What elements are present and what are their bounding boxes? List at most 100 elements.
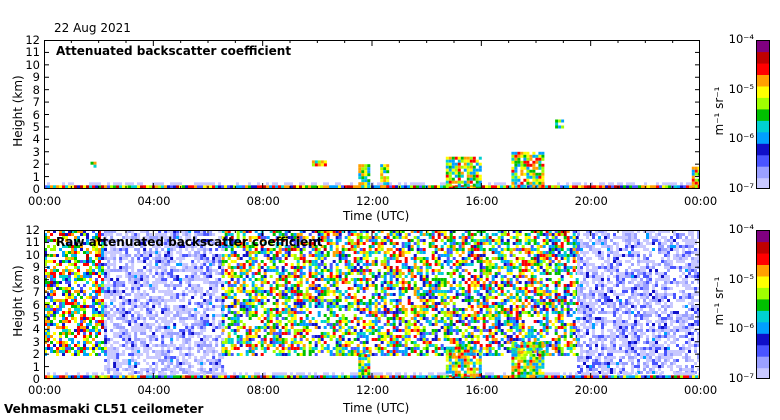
colorbar-tick-label: 10⁻⁷ [728, 181, 754, 195]
y-tick-label: 12 [25, 223, 40, 237]
y-tick-label: 1 [32, 359, 40, 374]
heatmap-feature-cloud [358, 354, 371, 379]
colorbar-swatch [756, 120, 770, 133]
colorbar-swatch [756, 264, 770, 277]
heatmap-feature-cloud [555, 119, 565, 129]
colorbar-swatch [756, 356, 770, 369]
y-tick-label: 3 [32, 144, 40, 159]
heatmap-feature-cloud [90, 161, 97, 168]
colorbar-swatch [756, 275, 770, 288]
colorbar-swatch [756, 298, 770, 311]
colorbar-tick-label: 10⁻⁷ [728, 371, 754, 385]
colorbar-swatch [756, 230, 770, 243]
panel-1-xlabel: Time (UTC) [343, 209, 410, 223]
y-tick-label: 0 [32, 182, 40, 196]
y-tick-label: 11 [25, 235, 40, 250]
colorbar-swatch [756, 252, 770, 265]
colorbar-tick-label: 10⁻⁵ [728, 81, 754, 96]
colorbar-swatch [756, 143, 770, 156]
y-tick-label: 8 [32, 272, 40, 287]
colorbar-swatch [756, 85, 770, 98]
y-tick-label: 10 [25, 57, 40, 72]
y-tick-label: 7 [32, 285, 40, 300]
heatmap-feature-cloud [511, 151, 545, 189]
panel-1: Attenuated backscatter coefficient Heigh… [11, 32, 770, 223]
heatmap-feature-noise-high [221, 230, 579, 356]
heatmap-feature-cloud [445, 156, 482, 189]
colorbar-swatch [756, 344, 770, 357]
x-tick-label: 12:00 [356, 194, 390, 208]
y-tick-label: 5 [32, 119, 40, 134]
colorbar-tick-label: 10⁻⁵ [728, 271, 754, 286]
y-tick-label: 9 [32, 260, 40, 275]
y-tick-label: 5 [32, 309, 40, 324]
colorbar-frame [756, 230, 770, 379]
colorbar-swatch [756, 97, 770, 110]
x-tick-label: 20:00 [574, 383, 608, 397]
colorbar-swatch [756, 131, 770, 144]
colorbar-swatch [756, 62, 770, 75]
colorbar-2-label: m⁻¹ sr⁻¹ [712, 276, 726, 326]
y-tick-label: 2 [32, 157, 40, 172]
x-tick-label: 16:00 [465, 194, 499, 208]
colorbar-swatch [756, 310, 770, 323]
colorbar-swatch [756, 367, 770, 379]
colorbar-swatch [756, 108, 770, 121]
colorbar-swatch [756, 321, 770, 334]
x-tick-label: 00:00 [684, 194, 718, 208]
colorbar-swatch [756, 166, 770, 179]
heatmap-feature-noise-high [44, 230, 107, 356]
heatmap-feature-cloud [380, 164, 390, 189]
colorbar-swatch [756, 241, 770, 254]
colorbar-1 [756, 40, 770, 189]
x-tick-label: 08:00 [246, 383, 280, 397]
y-tick-label: 0 [32, 372, 40, 386]
y-tick-label: 12 [25, 33, 40, 47]
colorbar-tick-label: 10⁻⁶ [728, 131, 754, 146]
x-tick-label: 08:00 [246, 194, 280, 208]
heatmap-feature-noise-low [104, 230, 225, 374]
panel-2-title: Raw attenuated backscatter coefficient [56, 235, 323, 249]
instrument-label: Vehmasmaki CL51 ceilometer [4, 402, 204, 416]
y-tick-label: 8 [32, 82, 40, 97]
heatmap-feature-surface [44, 182, 700, 189]
heatmap-feature-cloud [358, 164, 371, 189]
colorbar-swatch [756, 287, 770, 300]
colorbar-tick-label: 10⁻⁶ [728, 321, 754, 336]
colorbar-swatch [756, 74, 770, 87]
colorbar-swatch [756, 51, 770, 64]
y-tick-label: 4 [32, 322, 40, 337]
x-tick-label: 00:00 [28, 194, 62, 208]
y-tick-label: 6 [32, 297, 40, 312]
heatmap-feature-cloud [445, 346, 482, 379]
x-tick-label: 00:00 [28, 383, 62, 397]
y-tick-label: 7 [32, 95, 40, 110]
x-tick-label: 16:00 [465, 383, 499, 397]
colorbar-2 [756, 230, 770, 379]
x-tick-label: 04:00 [137, 383, 171, 397]
colorbar-tick-label: 10⁻⁴ [728, 32, 754, 46]
colorbar-tick-label: 10⁻⁴ [728, 222, 754, 236]
colorbar-frame [756, 40, 770, 189]
heatmap-2 [44, 230, 700, 379]
y-tick-label: 1 [32, 169, 40, 184]
colorbar-swatch [756, 154, 770, 167]
colorbar-swatch [756, 177, 770, 189]
x-tick-label: 00:00 [684, 383, 718, 397]
heatmap-feature-cloud [311, 160, 327, 167]
date-label: 22 Aug 2021 [54, 21, 131, 35]
x-tick-label: 04:00 [137, 194, 171, 208]
y-tick-label: 9 [32, 70, 40, 85]
panel-2-xlabel: Time (UTC) [343, 401, 410, 415]
colorbar-swatch [756, 40, 770, 53]
x-tick-label: 20:00 [574, 194, 608, 208]
y-tick-label: 4 [32, 132, 40, 147]
y-tick-label: 11 [25, 45, 40, 60]
panel-1-title: Attenuated backscatter coefficient [56, 44, 292, 58]
heatmap-feature-noise-low [577, 230, 700, 374]
y-tick-label: 6 [32, 107, 40, 122]
heatmap-1 [44, 40, 700, 189]
y-tick-label: 10 [25, 247, 40, 262]
colorbar-swatch [756, 333, 770, 346]
